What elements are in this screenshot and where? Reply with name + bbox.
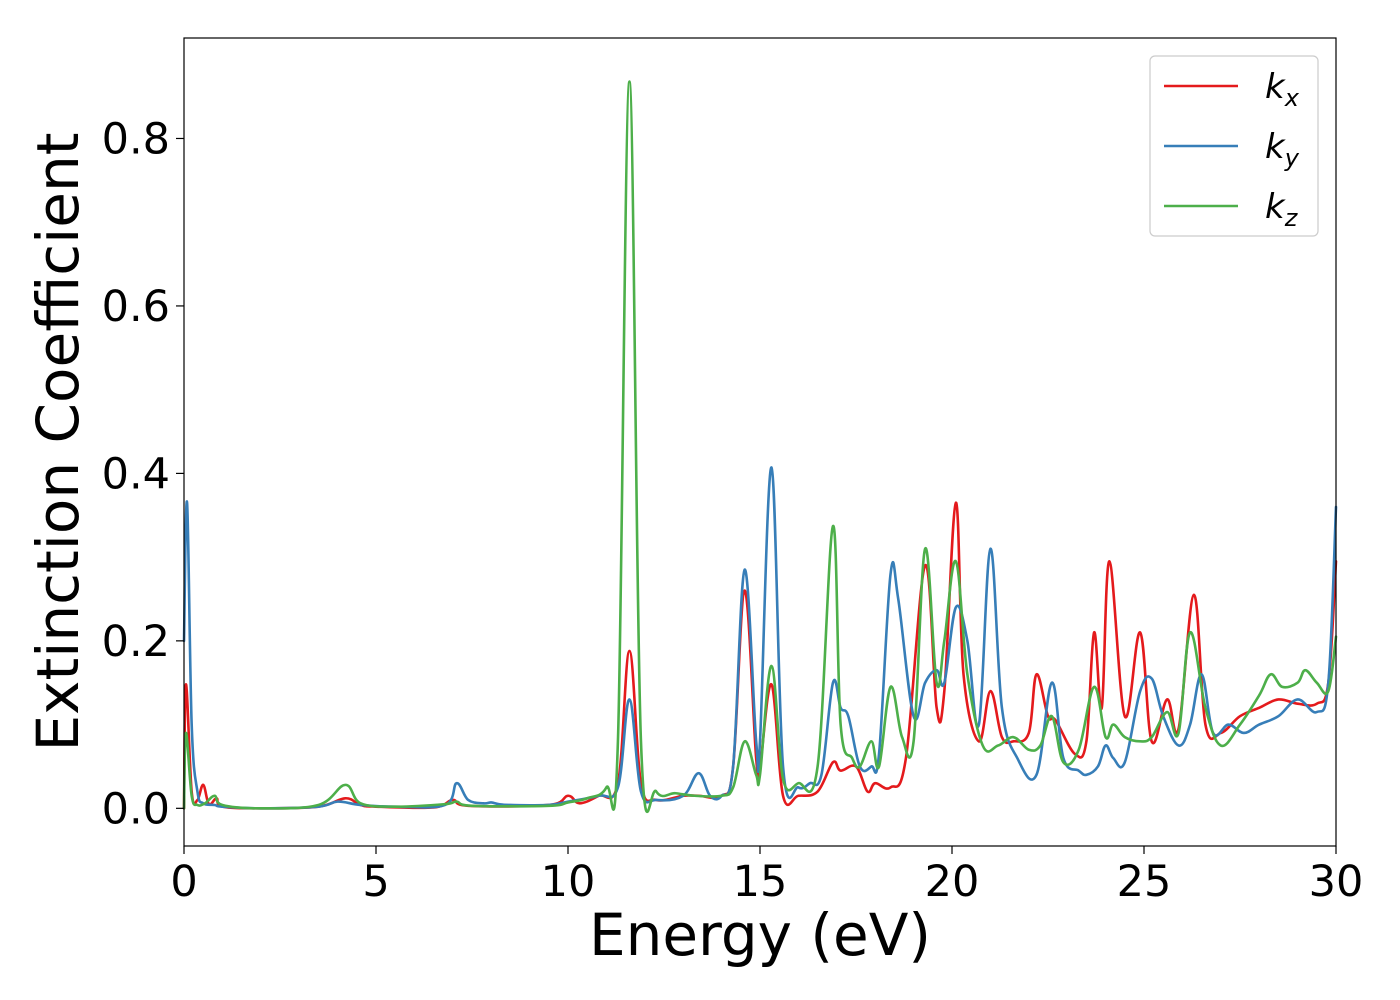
y-tick-label: 0.2 (102, 617, 170, 667)
y-axis-title: Extinction Coefficient (24, 133, 92, 752)
x-axis-title: Energy (eV) (589, 901, 931, 969)
legend-label-k-x: kx (1265, 67, 1300, 112)
x-tick-label: 0 (170, 857, 197, 907)
series-line-k-y (182, 466, 1338, 810)
x-tick-label: 15 (733, 857, 788, 907)
x-tick-label: 5 (362, 857, 389, 907)
x-axis-ticks: 0 5 10 15 20 25 30 (170, 846, 1363, 907)
y-tick-label: 0.6 (102, 282, 170, 332)
y-tick-label: 0.8 (102, 114, 170, 164)
legend-items: kx ky kz (1164, 67, 1300, 232)
y-tick-label: 0.0 (102, 784, 170, 834)
x-tick-label: 20 (925, 857, 980, 907)
x-tick-label: 10 (541, 857, 596, 907)
legend: kx ky kz (1149, 55, 1319, 237)
legend-label-k-z: kz (1265, 187, 1299, 232)
x-tick-label: 25 (1117, 857, 1172, 907)
x-tick-label: 30 (1309, 857, 1364, 907)
series-line-k-z (182, 80, 1338, 814)
series-layer (182, 80, 1338, 814)
y-axis-ticks: 0.0 0.2 0.4 0.6 0.8 (102, 114, 184, 834)
legend-label-k-y: ky (1265, 127, 1300, 172)
y-tick-label: 0.4 (102, 449, 170, 499)
